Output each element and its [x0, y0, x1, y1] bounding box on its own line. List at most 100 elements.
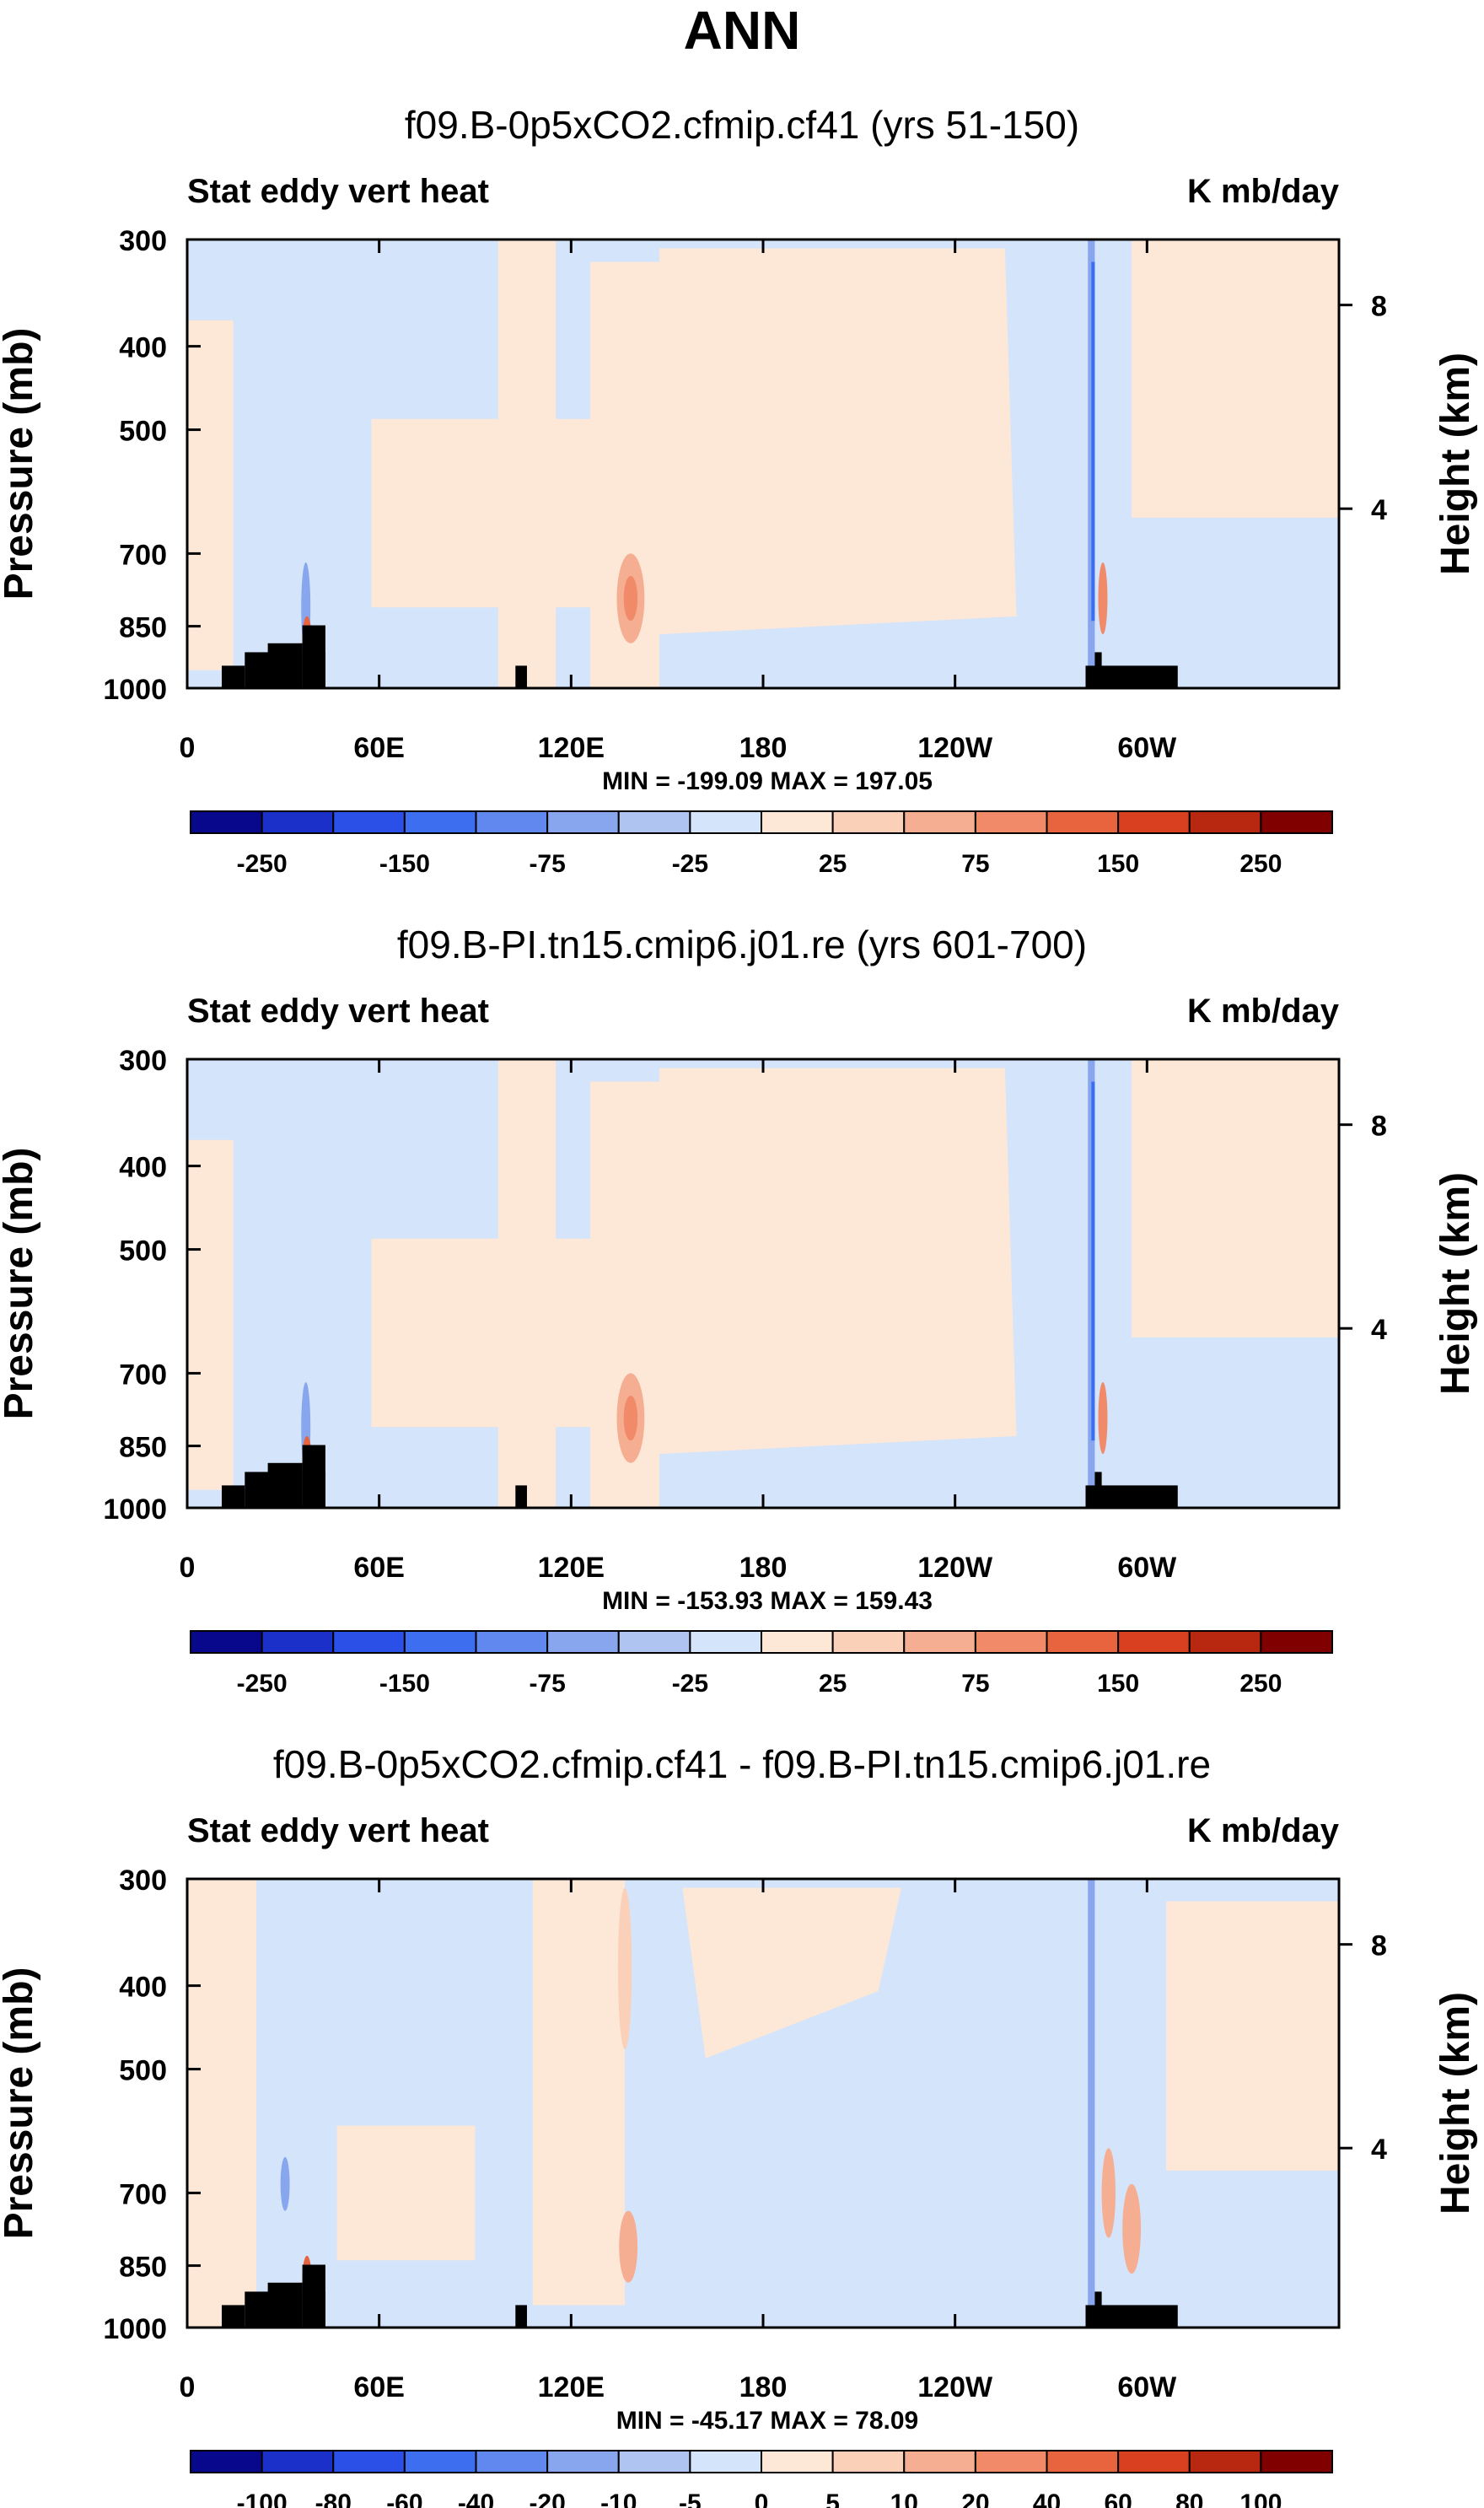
colorbar-label: -25 [672, 1670, 708, 1698]
x-tick-label: 180 [739, 2371, 788, 2403]
colorbar-label: -25 [672, 850, 708, 878]
x-tick-label: 60W [1117, 732, 1177, 764]
x-tick-label: 0 [180, 1552, 196, 1584]
panel-3: f09.B-0p5xCO2.cfmip.cf41 - f09.B-PI.tn15… [0, 1742, 1478, 2508]
colorbar-box [617, 810, 691, 834]
colorbar-box [546, 810, 620, 834]
y-axis-title: Pressure (mb) [0, 328, 41, 600]
x-tick-label: 0 [180, 732, 196, 764]
colorbar-box [1117, 810, 1191, 834]
andes-negative-core [1091, 261, 1095, 622]
colorbar-label: 40 [1033, 2489, 1061, 2508]
colorbar-box [1046, 2450, 1120, 2473]
right-label: K mb/day [1187, 173, 1340, 210]
left-label: Stat eddy vert heat [187, 993, 489, 1030]
y-tick-label: 300 [119, 1045, 167, 1077]
y-tick-label: 700 [119, 1359, 167, 1391]
colorbar-box [1117, 1630, 1191, 1654]
colorbar-box [332, 1630, 406, 1654]
land-mask [314, 652, 325, 688]
panel-title: f09.B-0p5xCO2.cfmip.cf41 - f09.B-PI.tn15… [273, 1742, 1211, 1786]
colorbar-label: -10 [600, 2489, 637, 2508]
colorbar-box [261, 810, 335, 834]
colorbar: -250 -150 -75 -25 25 75 150 250 [190, 810, 1333, 878]
positive-anomaly-core [623, 1396, 638, 1441]
colorbar-box [403, 2450, 477, 2473]
min-max-stats: MIN = -153.93 MAX = 159.43 [602, 1587, 933, 1615]
colorbar-label: 0 [755, 2489, 769, 2508]
land-mask [221, 665, 245, 688]
x-tick-label: 60E [353, 732, 405, 764]
colorbar-box [190, 2450, 263, 2473]
maritime-positive-band [497, 239, 556, 688]
diff-andes-negative-band [1088, 1879, 1095, 2306]
colorbar: -100 -80 -60 -40 -20 -10 -5 0 5 10 20 40 60 80 100 [190, 2450, 1333, 2508]
panel-1: f09.B-0p5xCO2.cfmip.cf41 (yrs 51-150) Sta… [0, 103, 1478, 878]
y-axis-title: Pressure (mb) [0, 1148, 41, 1420]
y-axis-title: Pressure (mb) [0, 1967, 41, 2240]
colorbar-box [903, 810, 976, 834]
y-right-axis-title: Height (km) [1433, 353, 1478, 575]
colorbar-box [974, 2450, 1048, 2473]
colorbar-label: -5 [679, 2489, 702, 2508]
y-tick-label: 850 [119, 1432, 167, 1464]
land-mask [515, 665, 527, 688]
x-tick-label: 60E [353, 2371, 405, 2403]
x-tick-label: 60E [353, 1552, 405, 1584]
y-tick-label: 1000 [103, 2313, 167, 2345]
colorbar-label: -20 [529, 2489, 565, 2508]
land-mask [314, 2291, 325, 2328]
colorbar-label: 25 [819, 1670, 847, 1698]
land-mask [314, 1472, 325, 1508]
diff-andes-positive-anomaly [1101, 2148, 1116, 2238]
colorbar-label: 75 [961, 1670, 989, 1698]
colorbar-box [1046, 1630, 1120, 1654]
colorbar-label: -80 [315, 2489, 352, 2508]
y-tick-label: 300 [119, 225, 167, 257]
colorbar-box [190, 1630, 263, 1654]
colorbar-box [761, 1630, 834, 1654]
colorbar-label: 10 [890, 2489, 918, 2508]
y-right-tick-label: 4 [1371, 2134, 1387, 2166]
colorbar-box [190, 810, 263, 834]
colorbar-box [403, 1630, 477, 1654]
x-tick-label: 120W [917, 2371, 993, 2403]
positive-anomaly-core [623, 576, 638, 622]
land-mask [267, 2282, 303, 2328]
colorbar-box [831, 810, 906, 834]
min-max-stats: MIN = -199.09 MAX = 197.05 [602, 767, 933, 795]
plot-area [187, 1059, 1339, 1508]
y-tick-label: 700 [119, 2178, 167, 2210]
x-tick-label: 120W [917, 732, 993, 764]
colorbar-box [475, 2450, 549, 2473]
colorbar-box [546, 2450, 620, 2473]
panel-title: f09.B-PI.tn15.cmip6.j01.re (yrs 601-700) [397, 923, 1087, 966]
y-right-tick-label: 4 [1371, 494, 1387, 526]
colorbar-label: 250 [1239, 850, 1282, 878]
colorbar-box [761, 810, 834, 834]
colorbar-label: 5 [825, 2489, 840, 2508]
colorbar-box [332, 2450, 406, 2473]
x-tick-label: 0 [180, 2371, 196, 2403]
min-max-stats: MIN = -45.17 MAX = 78.09 [616, 2407, 919, 2435]
panel-2: f09.B-PI.tn15.cmip6.j01.re (yrs 601-700)… [0, 923, 1478, 1698]
land-mask [1094, 2291, 1102, 2328]
land-mask [267, 1462, 303, 1508]
pacific-positive-region [659, 1068, 1017, 1455]
atlantic-positive-region [1132, 239, 1339, 518]
colorbar-box [974, 1630, 1048, 1654]
colorbar-box [831, 2450, 906, 2473]
colorbar-label: 60 [1104, 2489, 1132, 2508]
y-tick-label: 400 [119, 332, 167, 364]
colorbar-label: -75 [529, 850, 565, 878]
y-tick-label: 500 [119, 416, 167, 448]
colorbar-box [1046, 810, 1120, 834]
y-tick-label: 700 [119, 539, 167, 571]
left-label: Stat eddy vert heat [187, 173, 489, 210]
plot-area [187, 239, 1339, 688]
diff-positive-contour [617, 1887, 632, 2050]
right-label: K mb/day [1187, 993, 1340, 1030]
colorbar-box [689, 2450, 762, 2473]
african-positive-band [187, 1139, 234, 1490]
diff-maritime-positive-band [532, 1879, 626, 2306]
